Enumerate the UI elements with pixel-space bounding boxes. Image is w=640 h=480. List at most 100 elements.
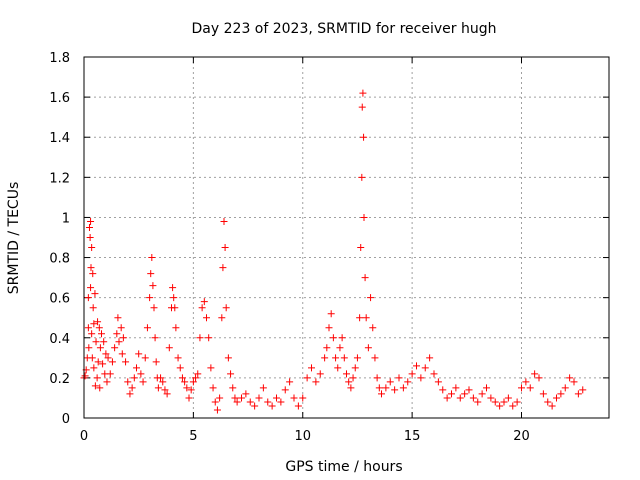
data-point — [561, 384, 569, 392]
data-point — [469, 394, 477, 402]
data-point — [343, 370, 350, 378]
data-point — [103, 378, 111, 386]
data-point — [268, 402, 276, 410]
data-point — [246, 398, 254, 406]
data-point — [299, 394, 307, 402]
data-point — [395, 374, 403, 382]
data-point — [434, 378, 442, 386]
data-point — [579, 386, 587, 394]
data-point — [176, 364, 184, 372]
data-point — [91, 290, 99, 298]
data-point — [99, 360, 107, 368]
data-point — [566, 374, 574, 382]
data-point — [273, 394, 280, 402]
data-point — [84, 324, 92, 332]
data-point — [216, 394, 224, 402]
y-axis-title: SRMTID / TECUs — [6, 182, 22, 295]
data-point — [574, 390, 582, 398]
data-point — [378, 390, 385, 398]
data-point — [200, 298, 208, 306]
data-point — [367, 294, 375, 302]
data-point — [461, 390, 469, 398]
data-point — [126, 390, 134, 398]
data-point — [209, 384, 217, 392]
data-point — [325, 324, 333, 332]
data-point — [553, 394, 560, 402]
data-point — [205, 334, 213, 342]
data-point — [87, 284, 95, 292]
data-point — [94, 358, 102, 366]
data-point — [345, 378, 353, 386]
data-point — [362, 314, 370, 322]
data-point — [183, 384, 191, 392]
data-point — [259, 384, 267, 392]
data-point — [88, 244, 96, 252]
tick-labels: 0 5 10 15 20 0 0.2 0.4 0.6 0.8 1 1.2 1.4 1.6 1.8 — [49, 51, 529, 444]
data-point — [85, 223, 93, 231]
data-point — [353, 354, 361, 362]
data-point — [336, 344, 344, 352]
data-point — [312, 378, 320, 386]
data-point — [478, 390, 486, 398]
axis-ticks — [83, 56, 609, 419]
data-point — [196, 334, 204, 342]
data-point — [152, 358, 160, 366]
data-point — [147, 270, 155, 278]
data-point — [91, 382, 99, 390]
data-point — [148, 254, 156, 262]
data-point — [522, 378, 530, 386]
data-point — [391, 386, 399, 394]
y-tick-label: 1.4 — [49, 131, 70, 146]
x-tick-label: 5 — [189, 429, 197, 444]
data-point — [141, 354, 149, 362]
data-point — [347, 384, 355, 392]
data-point — [198, 304, 206, 312]
y-tick-label: 0.8 — [49, 252, 70, 267]
data-point — [430, 370, 438, 378]
data-point — [93, 374, 101, 382]
data-point — [382, 384, 390, 392]
x-tick-label: 20 — [513, 429, 530, 444]
y-tick-label: 0 — [62, 412, 70, 427]
data-point — [154, 384, 162, 392]
data-point — [504, 394, 512, 402]
data-point — [88, 330, 96, 338]
data-point — [264, 398, 272, 406]
y-tick-label: 0.6 — [49, 292, 70, 307]
data-point — [539, 390, 547, 398]
data-point — [220, 217, 228, 225]
data-point — [87, 264, 95, 272]
data-point — [242, 390, 250, 398]
data-point — [119, 334, 127, 342]
grid-lines — [84, 57, 609, 418]
data-point — [359, 89, 367, 97]
data-point — [133, 364, 140, 372]
data-point — [135, 350, 143, 358]
data-point — [334, 364, 342, 372]
data-point — [124, 378, 132, 386]
data-point — [443, 394, 451, 402]
data-point — [221, 244, 229, 252]
data-point — [535, 374, 543, 382]
data-point — [338, 334, 346, 342]
data-point — [332, 354, 340, 362]
data-point — [369, 324, 377, 332]
data-point — [89, 270, 97, 278]
data-point — [170, 294, 178, 302]
data-point — [85, 344, 93, 352]
data-point — [115, 338, 123, 346]
data-point — [375, 384, 383, 392]
data-point — [308, 364, 315, 372]
data-point — [178, 374, 186, 382]
data-point — [548, 402, 556, 410]
data-point — [84, 294, 92, 302]
data-point — [358, 173, 366, 181]
data-point — [90, 364, 98, 372]
data-point — [487, 394, 495, 402]
data-point — [98, 330, 105, 338]
data-point — [356, 314, 364, 322]
data-point — [255, 394, 263, 402]
data-point — [104, 354, 112, 362]
data-point — [413, 362, 420, 370]
